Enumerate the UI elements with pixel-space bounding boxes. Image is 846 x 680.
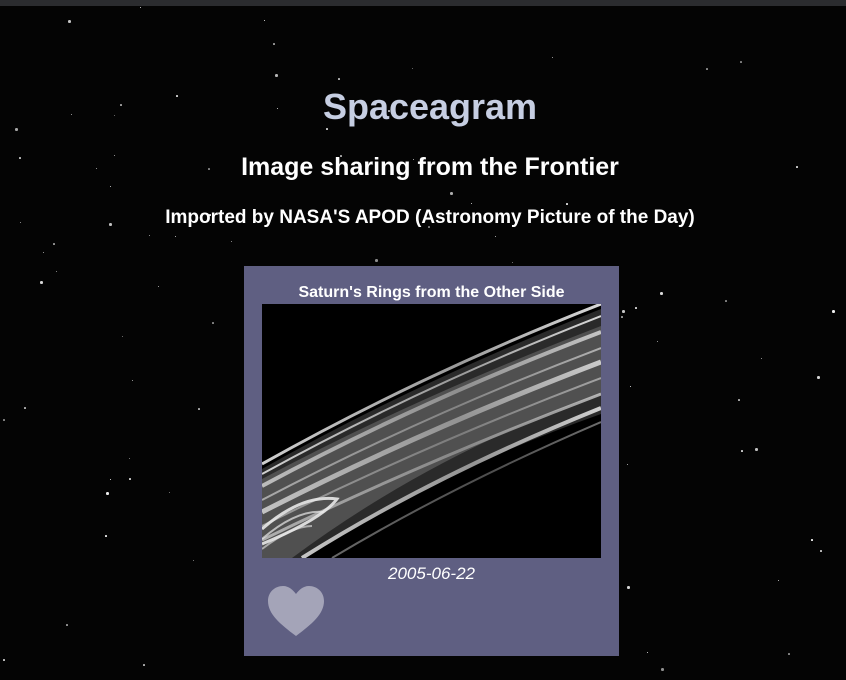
star — [120, 104, 122, 106]
star — [811, 539, 813, 541]
star — [96, 168, 97, 169]
star — [19, 157, 21, 159]
star — [106, 492, 109, 495]
star — [129, 458, 130, 459]
star — [340, 155, 342, 157]
star — [512, 262, 513, 263]
star — [132, 380, 133, 381]
post-image[interactable] — [262, 304, 601, 558]
star — [273, 43, 275, 45]
apod-credit: Imported by NASA'S APOD (Astronomy Pictu… — [165, 207, 695, 228]
star — [627, 464, 628, 465]
star — [264, 20, 265, 21]
star — [738, 399, 740, 401]
like-button[interactable] — [266, 584, 326, 640]
star — [796, 166, 798, 168]
star — [68, 20, 71, 23]
star — [630, 386, 631, 387]
star — [209, 214, 211, 216]
star — [110, 479, 111, 480]
star — [657, 341, 658, 342]
star — [647, 652, 648, 653]
heart-icon — [268, 586, 324, 636]
star — [176, 95, 178, 97]
star — [3, 659, 5, 661]
star — [105, 535, 107, 537]
star — [265, 216, 267, 218]
star — [450, 192, 453, 195]
star — [169, 492, 170, 493]
star — [788, 653, 790, 655]
star — [143, 664, 145, 666]
window-top-bar — [0, 0, 846, 6]
star — [275, 74, 278, 77]
star — [832, 310, 835, 313]
star — [552, 57, 553, 58]
star — [495, 236, 496, 237]
star — [56, 271, 57, 272]
star — [158, 286, 159, 287]
star — [43, 252, 44, 253]
post-title: Saturn's Rings from the Other Side — [298, 284, 565, 301]
star — [740, 61, 742, 63]
star — [428, 226, 430, 228]
star — [66, 624, 68, 626]
star — [635, 307, 637, 309]
star — [621, 316, 623, 318]
star — [725, 300, 727, 302]
star — [277, 108, 278, 109]
star — [820, 550, 822, 552]
star — [122, 336, 123, 337]
star — [24, 407, 26, 409]
post-date: 2005-06-22 — [388, 564, 475, 583]
star — [741, 450, 743, 452]
star — [140, 7, 141, 8]
star — [326, 128, 328, 130]
star — [114, 155, 115, 156]
page-subtitle: Image sharing from the Frontier — [241, 153, 619, 181]
star — [53, 243, 55, 245]
star — [20, 222, 21, 223]
page: Spaceagram Image sharing from the Fronti… — [0, 6, 846, 680]
star — [627, 586, 630, 589]
star — [231, 241, 232, 242]
star — [375, 259, 378, 262]
star — [755, 448, 758, 451]
saturn-rings-image — [262, 304, 601, 558]
star — [114, 115, 115, 116]
star — [761, 358, 762, 359]
star — [110, 186, 111, 187]
star — [660, 292, 663, 295]
star — [778, 580, 779, 581]
star — [412, 68, 413, 69]
star — [71, 114, 72, 115]
star — [149, 235, 150, 236]
star — [471, 203, 472, 204]
star — [212, 322, 214, 324]
star — [193, 560, 194, 561]
star — [109, 223, 112, 226]
star — [622, 310, 625, 313]
star — [706, 68, 708, 70]
star — [3, 419, 5, 421]
post-card: Saturn's Rings from the Other Side — [244, 266, 619, 656]
star — [817, 376, 820, 379]
star — [338, 78, 340, 80]
star — [175, 236, 176, 237]
star — [129, 478, 131, 480]
star — [661, 668, 664, 671]
star — [208, 168, 210, 170]
star — [40, 281, 43, 284]
star — [198, 408, 200, 410]
page-title: Spaceagram — [322, 86, 538, 127]
star — [15, 128, 18, 131]
star — [566, 203, 568, 205]
star — [413, 159, 414, 160]
star — [388, 110, 390, 112]
